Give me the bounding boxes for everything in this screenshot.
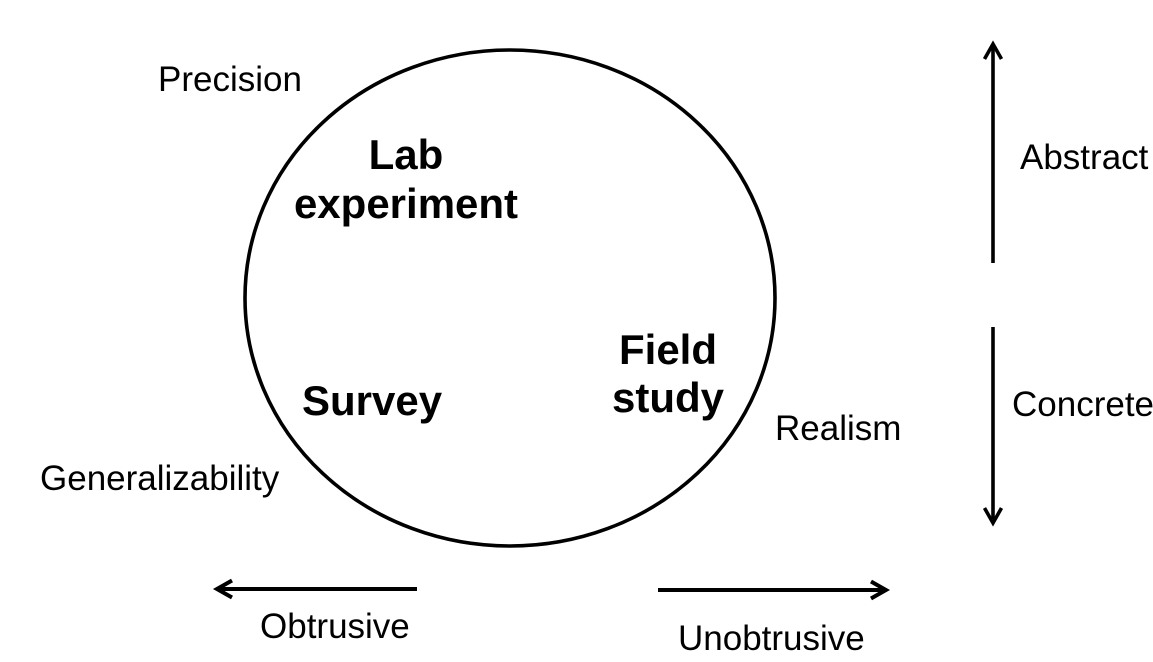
concrete-axis-label: Concrete — [1012, 385, 1153, 424]
field-study-label: Field study — [611, 326, 725, 421]
obtrusive-axis-label: Obtrusive — [260, 607, 410, 646]
precision-label: Precision — [158, 60, 302, 99]
obtrusive-axis-arrow-left-icon — [212, 578, 417, 600]
unobtrusive-axis-label: Unobtrusive — [678, 619, 865, 658]
concrete-axis-arrow-down-icon — [982, 327, 1004, 527]
realism-label: Realism — [775, 409, 902, 448]
abstract-axis-arrow-up-icon — [982, 40, 1004, 263]
unobtrusive-axis-arrow-right-icon — [658, 579, 891, 601]
survey-label: Survey — [302, 377, 443, 424]
generalizability-label: Generalizability — [40, 459, 280, 498]
lab-experiment-label: Lab experiment — [293, 131, 519, 227]
methods-circle — [243, 48, 777, 548]
abstract-axis-label: Abstract — [1020, 138, 1149, 177]
